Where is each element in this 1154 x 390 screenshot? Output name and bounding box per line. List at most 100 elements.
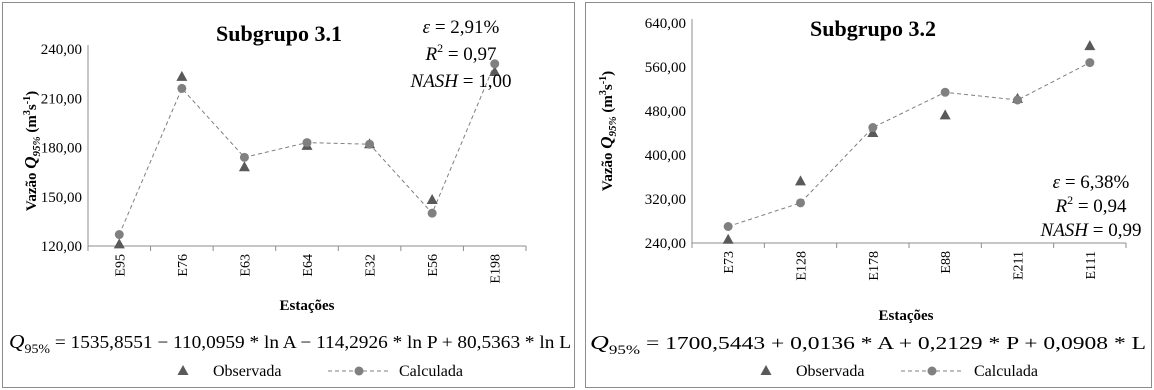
- x-axis-title: Estações: [280, 298, 335, 314]
- stat-label: ε = 2,91%: [423, 17, 500, 38]
- legend-calculada-marker: [354, 366, 364, 376]
- stat-superscript: 2: [1067, 193, 1073, 207]
- chart-svg-subgrupo-3-1: 120,00 150,00 180,00 210,00 240,00 E95 E76 E63 E…: [9, 17, 571, 380]
- chart-panel-subgrupo-3-2: 240,00 320,00 400,00 480,00 560,00 640,00 E73 E…: [585, 2, 1152, 388]
- equation-rhs: = 1700,5443 + 0,0136 * A + 0,2129 * P + …: [640, 333, 1146, 353]
- chart-title: Subgrupo 3.1: [216, 21, 342, 46]
- y-axis-title-close: ): [24, 91, 40, 96]
- legend-calculada-label: Calculada: [399, 363, 463, 380]
- y-axis-title-sup: -1: [22, 96, 33, 104]
- y-axis-title-sup: 3: [598, 90, 609, 95]
- observada-point: [867, 127, 879, 137]
- calculada-point: [302, 138, 312, 148]
- observada-point: [939, 109, 951, 120]
- x-tick-label: E178: [867, 251, 882, 281]
- stat-symbol: ε: [423, 17, 431, 38]
- stat-label: NASH = 0,99: [1040, 220, 1142, 241]
- observada-point: [489, 65, 501, 76]
- x-tick-label: E73: [722, 251, 737, 274]
- y-tick-label: 320,00: [645, 192, 686, 208]
- stat-symbol: NASH: [1040, 220, 1090, 241]
- calculada-point: [868, 123, 878, 132]
- stat-symbol: R: [424, 44, 437, 65]
- stat-symbol: R: [1054, 196, 1067, 217]
- y-axis-title-close: ): [600, 71, 616, 76]
- y-tick-label: 480,00: [645, 104, 686, 120]
- stat-label: R2 = 0,94: [1054, 193, 1127, 217]
- x-tick-label: E95: [113, 254, 128, 277]
- x-tick-label: E56: [426, 254, 441, 277]
- y-axis-title-prefix: Vazão: [600, 149, 616, 191]
- calculada-point: [365, 139, 375, 149]
- y-tick-label: 560,00: [645, 60, 686, 76]
- regression-equation: Q95% = 1535,8551 − 110,0959 * ln A − 114…: [9, 331, 571, 356]
- x-tick-label: E211: [1012, 251, 1027, 280]
- equation-q: Q: [590, 332, 610, 354]
- x-tick-label: E32: [364, 254, 379, 277]
- calculada-point: [723, 222, 733, 231]
- calculada-point: [1085, 58, 1095, 68]
- y-tick-label: 640,00: [645, 16, 686, 32]
- x-axis-title: Estações: [879, 308, 934, 324]
- stat-value: = 2,91%: [430, 17, 499, 38]
- observada-point: [1084, 40, 1096, 51]
- chart-title: Subgrupo 3.2: [810, 16, 936, 41]
- y-axis-title-s: s: [24, 104, 40, 110]
- equation-sub: 95%: [24, 341, 50, 356]
- x-tick-label: E88: [939, 251, 954, 274]
- equation-q: Q: [9, 331, 25, 353]
- stat-label: R2 = 0,97: [424, 41, 496, 65]
- x-tick-label: E128: [795, 251, 810, 281]
- y-axis-title-q: Q: [21, 156, 40, 168]
- observada-point: [176, 70, 188, 81]
- y-tick-label: 240,00: [41, 42, 82, 58]
- stat-label: ε = 6,38%: [1053, 172, 1130, 193]
- y-axis-title-sup: -1: [598, 76, 609, 84]
- y-axis-title-sup: 3: [22, 110, 33, 115]
- chart-svg-subgrupo-3-2: 240,00 320,00 400,00 480,00 560,00 640,00 E73 E…: [590, 16, 1146, 380]
- observada-point: [722, 233, 734, 244]
- observada-point: [238, 161, 250, 172]
- y-axis-title: Vazão Q95% (m3s-1): [597, 71, 619, 191]
- y-axis-title-sub: 95%: [31, 136, 43, 156]
- legend-calculada-label: Calculada: [974, 363, 1038, 380]
- calculada-point: [1013, 95, 1022, 105]
- calculada-series-line: [728, 62, 1091, 227]
- x-tick-label: E64: [301, 254, 316, 277]
- observada-point: [795, 175, 806, 186]
- regression-equation: Q 95% = 1700,5443 + 0,0136 * A + 0,2129 *…: [590, 332, 1146, 357]
- stat-label: NASH = 1,00: [410, 71, 512, 92]
- calculada-point: [114, 230, 124, 240]
- calculada-point: [177, 83, 187, 93]
- legend-observada-label: Observada: [213, 363, 281, 380]
- y-axis-title: Vazão Q95% (m3s-1): [21, 91, 43, 211]
- x-tick-label: E111: [1084, 251, 1099, 280]
- observada-point: [113, 238, 125, 249]
- y-axis-title-q: Q: [597, 136, 616, 148]
- legend-observada-marker: [177, 365, 189, 375]
- y-tick-label: 400,00: [645, 148, 686, 164]
- stat-superscript: 2: [437, 41, 443, 55]
- legend-calculada-marker: [927, 366, 937, 376]
- equation-rhs: = 1535,8551 − 110,0959 * ln A − 114,2926…: [50, 332, 571, 352]
- stat-value: = 0,97: [443, 44, 496, 65]
- y-axis-title-sub: 95%: [607, 116, 619, 136]
- y-tick-label: 180,00: [41, 141, 82, 157]
- stat-value: = 6,38%: [1060, 172, 1129, 193]
- y-tick-label: 240,00: [645, 236, 686, 252]
- stat-value: = 0,99: [1088, 220, 1141, 241]
- y-axis-title-unit: (m: [24, 115, 40, 137]
- legend-observada-label: Observada: [796, 363, 864, 380]
- observada-point: [426, 194, 438, 205]
- stat-symbol: ε: [1053, 172, 1061, 193]
- y-tick-label: 150,00: [41, 190, 82, 206]
- y-axis-title-prefix: Vazão: [24, 169, 40, 211]
- calculada-point: [796, 198, 805, 208]
- calculada-point: [490, 59, 500, 69]
- calculada-point: [427, 208, 437, 218]
- y-axis-title-s: s: [600, 84, 616, 90]
- chart-panel-subgrupo-3-1: 120,00 150,00 180,00 210,00 240,00 E95 E76 E63 E…: [2, 2, 575, 388]
- stat-symbol: NASH: [410, 71, 460, 92]
- legend-observada-marker: [760, 365, 772, 375]
- calculada-point: [940, 87, 950, 97]
